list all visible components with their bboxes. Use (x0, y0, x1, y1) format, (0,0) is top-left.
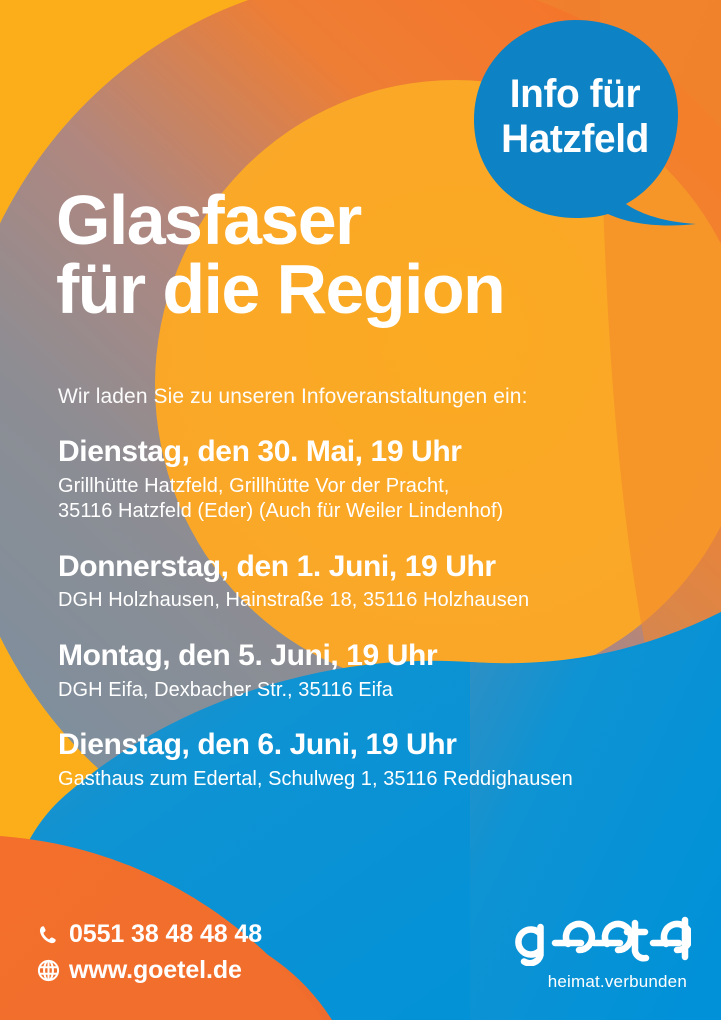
event-venue: Grillhütte Hatzfeld, Grillhütte Vor der … (58, 474, 678, 525)
event-date: Montag, den 5. Juni, 19 Uhr (58, 638, 438, 672)
event-venue-line-1: Gasthaus zum Edertal, Schulweg 1, 35116 … (58, 767, 573, 790)
website-row[interactable]: www.goetel.de (36, 956, 262, 985)
phone-number: 0551 38 48 48 48 (69, 920, 263, 948)
event-venue: DGH Eifa, Dexbacher Str., 35116 Eifa (58, 678, 678, 704)
event-item: Montag, den 5. Juni, 19 Uhr DGH Eifa, De… (58, 638, 678, 703)
event-date: Dienstag, den 30. Mai, 19 Uhr (58, 435, 462, 468)
info-badge-text: Info für Hatzfeld (475, 72, 675, 162)
event-list: Dienstag, den 30. Mai, 19 Uhr Grillhütte… (58, 434, 678, 792)
goetel-wordmark-icon (515, 916, 691, 966)
globe-icon (36, 959, 60, 983)
event-date: Donnerstag, den 1. Juni, 19 Uhr (58, 549, 496, 583)
event-item: Donnerstag, den 1. Juni, 19 Uhr DGH Holz… (58, 549, 678, 614)
badge-line-1: Info für (509, 72, 641, 116)
event-venue-line-1: DGH Holzhausen, Hainstraße 18, 35116 Hol… (58, 589, 530, 612)
logo-tagline: heimat.verbunden (547, 972, 687, 991)
event-venue-line-2: 35116 Hatzfeld (Eder) (Auch für Weiler L… (58, 500, 504, 523)
headline-line-2: für die Region (56, 250, 506, 329)
contact-block: 0551 38 48 48 48 www.goetel.de (36, 920, 262, 985)
event-venue-line-1: Grillhütte Hatzfeld, Grillhütte Vor der … (58, 474, 450, 497)
event-item: Dienstag, den 30. Mai, 19 Uhr Grillhütte… (58, 434, 678, 525)
event-venue: DGH Holzhausen, Hainstraße 18, 35116 Hol… (58, 588, 678, 614)
goetel-logo[interactable]: heimat.verbunden (471, 912, 691, 992)
phone-handset-icon (36, 923, 60, 947)
info-badge: Info für Hatzfeld (472, 18, 698, 238)
event-date: Dienstag, den 6. Juni, 19 Uhr (58, 728, 457, 762)
website-url: www.goetel.de (69, 956, 242, 984)
badge-line-2: Hatzfeld (501, 116, 649, 161)
badge-bubble-shape (474, 20, 696, 226)
phone-row[interactable]: 0551 38 48 48 48 (36, 920, 262, 949)
event-item: Dienstag, den 6. Juni, 19 Uhr Gasthaus z… (58, 727, 678, 792)
page-title: Glasfaser für die Region (56, 181, 506, 329)
event-venue: Gasthaus zum Edertal, Schulweg 1, 35116 … (58, 767, 678, 793)
headline-line-1: Glasfaser (56, 181, 362, 259)
intro-text: Wir laden Sie zu unseren Infoveranstaltu… (58, 385, 528, 408)
event-venue-line-1: DGH Eifa, Dexbacher Str., 35116 Eifa (58, 678, 393, 701)
